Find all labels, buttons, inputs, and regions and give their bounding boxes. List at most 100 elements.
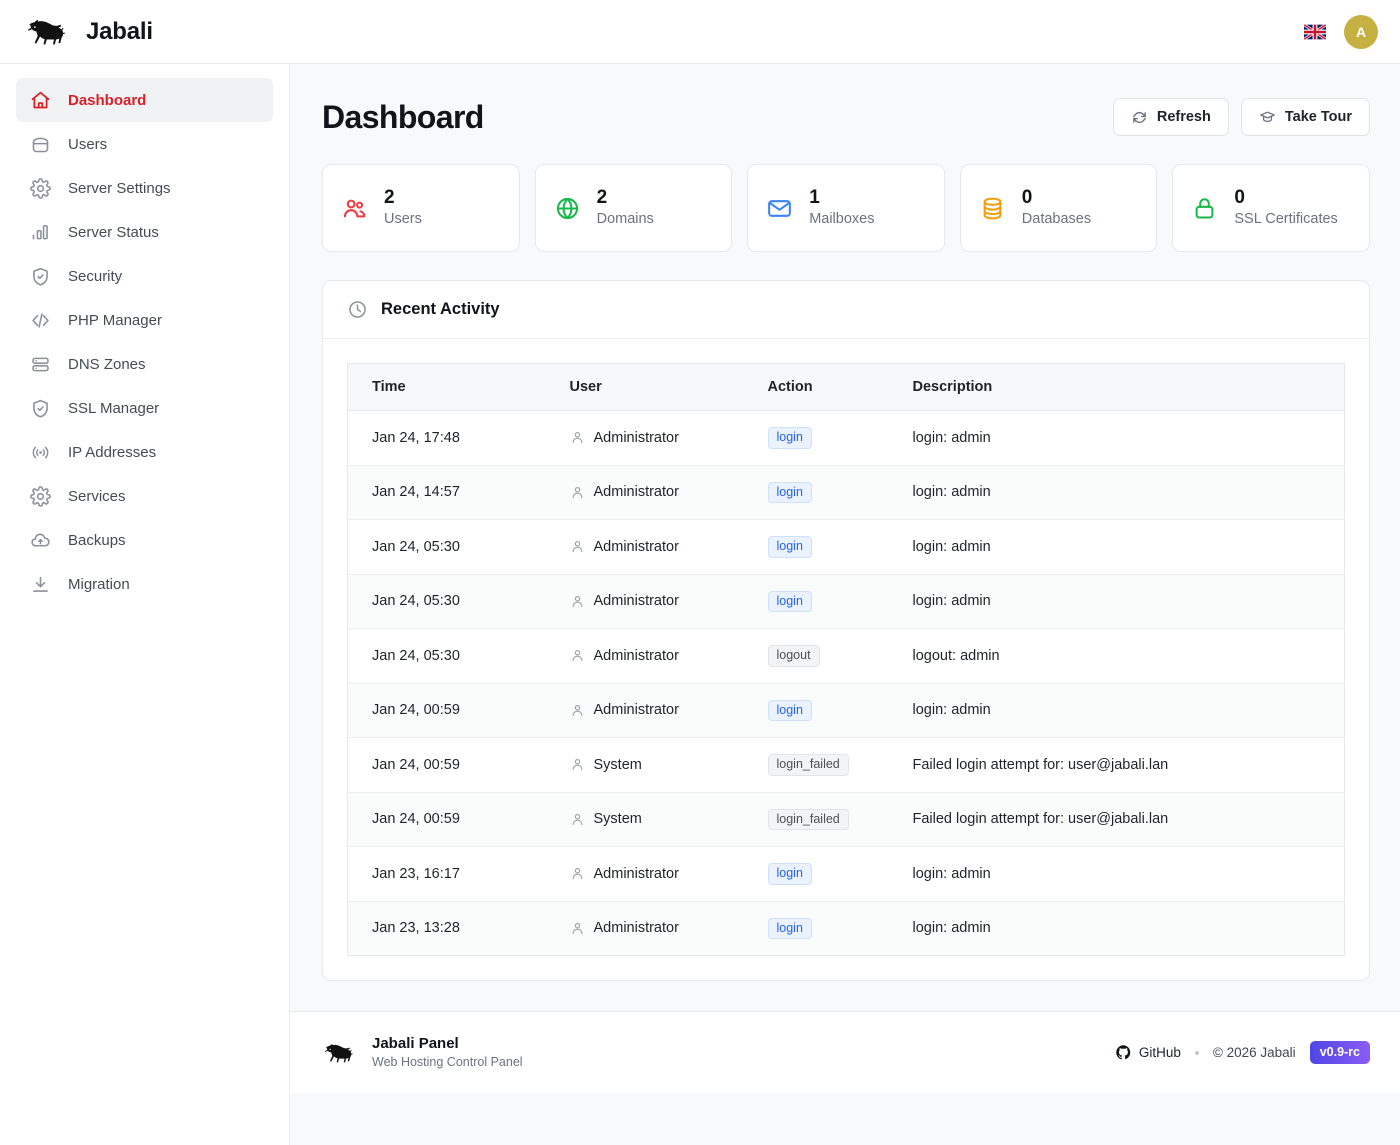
cell-user-label: Administrator [593,702,679,719]
status-badge: login [767,590,812,612]
page-title: Dashboard [322,98,484,135]
table-row[interactable]: Jan 23, 16:17 Administrator login login:… [347,846,1345,902]
recent-activity-body: Time User Action Description Jan 24, 17:… [323,339,1369,980]
sidebar-item-backups[interactable]: Backups [16,518,273,562]
table-row[interactable]: Jan 24, 00:59 System login_failed Failed… [347,792,1345,847]
cell-time: Jan 24, 05:30 [347,519,546,575]
cell-action: login [743,519,889,575]
clock-icon [349,301,366,318]
table-row[interactable]: Jan 24, 05:30 Administrator login login:… [347,519,1345,575]
server-stack-icon [32,357,49,371]
cell-time: Jan 24, 05:30 [347,574,546,629]
stat-card-ssl-certificates[interactable]: 0 SSL Certificates [1172,164,1370,252]
gear-icon [30,485,51,507]
table-row[interactable]: Jan 23, 13:28 Administrator login login:… [347,901,1345,956]
column-header-time[interactable]: Time [347,363,546,411]
stat-label: Domains [596,210,654,227]
github-link[interactable]: GitHub [1115,1044,1181,1061]
shield-check-icon [33,399,48,418]
user-icon [572,486,582,498]
version-badge[interactable]: v0.9-rc [1309,1041,1370,1064]
stat-label: Users [384,210,422,227]
sidebar-item-server-status[interactable]: Server Status [16,210,273,254]
cell-description: login: admin [888,574,1345,629]
status-badge: logout [767,645,820,667]
status-badge: login_failed [767,754,849,776]
stat-card-text: 1 Mailboxes [809,187,875,228]
cell-action: login [743,410,889,466]
uk-flag-svg [1304,23,1326,40]
take-tour-button[interactable]: Take Tour [1240,98,1370,136]
user-icon [572,868,582,880]
stat-card-domains[interactable]: 2 Domains [534,164,733,252]
table-row[interactable]: Jan 24, 14:57 Administrator login login:… [347,465,1345,520]
users-box-icon [32,137,49,152]
stat-card-users[interactable]: 2 Users [322,164,520,252]
refresh-icon [1132,111,1146,123]
sidebar-item-server-settings[interactable]: Server Settings [16,166,273,210]
stat-label: Mailboxes [809,210,875,227]
user-icon [572,759,582,771]
cell-time: Jan 23, 13:28 [347,901,546,956]
sidebar-item-label: Server Settings [68,179,171,197]
github-link-label: GitHub [1138,1045,1181,1061]
body-row: Dashboard Users Server Settings Server S… [0,64,1400,1145]
stat-card-mailboxes[interactable]: 1 Mailboxes [747,164,945,252]
sidebar-item-services[interactable]: Services [16,474,273,518]
cell-user-label: System [593,811,642,828]
cell-user-label: Administrator [593,538,679,555]
footer: Jabali Panel Web Hosting Control Panel G… [290,1011,1400,1094]
top-bar-actions: A [1304,14,1378,49]
cell-user-label: Administrator [593,920,679,937]
envelope-icon [768,199,792,217]
status-badge: login [767,536,812,558]
avatar[interactable]: A [1344,14,1378,49]
sidebar-item-security[interactable]: Security [16,254,273,298]
cell-action: logout [743,628,889,684]
sidebar-item-ssl-manager[interactable]: SSL Manager [16,386,273,430]
cell-time: Jan 24, 00:59 [347,683,546,738]
column-header-description[interactable]: Description [888,363,1345,411]
cell-user: Administrator [545,901,744,956]
status-badge: login [767,863,812,885]
table-row[interactable]: Jan 24, 17:48 Administrator login login:… [347,410,1345,466]
brand[interactable]: Jabali [24,15,153,49]
footer-copyright: © 2026 Jabali [1212,1045,1296,1061]
stat-card-databases[interactable]: 0 Databases [959,164,1158,252]
table-row[interactable]: Jan 24, 05:30 Administrator login login:… [347,574,1345,629]
column-header-action[interactable]: Action [743,363,889,411]
refresh-button[interactable]: Refresh [1112,98,1229,136]
sidebar-item-ip-addresses[interactable]: IP Addresses [16,430,273,474]
sidebar-item-label: Security [68,267,123,285]
table-row[interactable]: Jan 24, 00:59 System login_failed Failed… [347,737,1345,793]
cell-time: Jan 24, 05:30 [347,628,546,684]
cell-description: login: admin [888,683,1345,738]
users-icon [343,199,366,217]
refresh-button-label: Refresh [1156,109,1211,125]
table-row[interactable]: Jan 24, 05:30 Administrator logout logou… [347,628,1345,684]
sidebar-item-php-manager[interactable]: PHP Manager [16,298,273,342]
activity-table: Time User Action Description Jan 24, 17:… [347,363,1345,956]
footer-title: Jabali Panel [372,1035,459,1052]
sidebar-item-dashboard[interactable]: Dashboard [16,78,273,122]
stat-value: 0 [1234,187,1245,209]
cell-user: Administrator [545,465,744,520]
sidebar-item-dns-zones[interactable]: DNS Zones [16,342,273,386]
bar-chart-icon [32,224,48,239]
database-icon [983,197,1002,219]
main-content: Dashboard Refresh Take Tour [290,64,1400,1145]
cell-description: login: admin [888,465,1345,520]
uk-flag-icon[interactable] [1304,23,1326,40]
column-header-user[interactable]: User [545,363,744,411]
user-icon [572,813,582,825]
footer-brand: Jabali Panel Web Hosting Control Panel [322,1034,523,1071]
sidebar-item-label: IP Addresses [68,443,157,461]
cell-time: Jan 24, 00:59 [347,792,546,847]
sidebar-item-migration[interactable]: Migration [16,562,273,606]
sidebar-item-label: Migration [68,575,130,593]
sidebar-item-users[interactable]: Users [16,122,273,166]
stat-value: 2 [596,187,608,209]
sidebar-nav: Dashboard Users Server Settings Server S… [0,78,289,606]
table-row[interactable]: Jan 24, 00:59 Administrator login login:… [347,683,1345,738]
